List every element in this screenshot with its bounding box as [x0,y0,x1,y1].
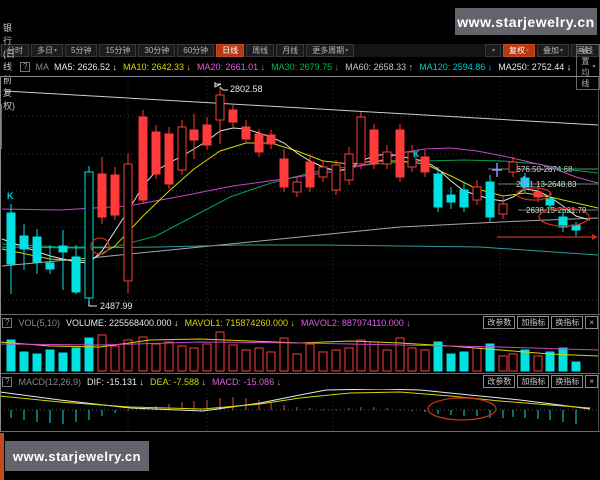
toolbar-button-label: 60分钟 [183,46,209,55]
period-toolbar-left: 分时 多日 ▾ 5分钟 15分钟 30分钟 60分钟 日线 周线 月线 更多周期 ▾ [0,44,355,57]
vol-item-0: VOLUME: 225568400.000 ↓ [65,317,179,328]
toolbar-button-l-8[interactable]: 月线 [276,44,305,57]
watermark-bottom: www.starjewelry.cn [5,441,149,471]
svg-text:2638.15-2621.79: 2638.15-2621.79 [526,206,587,215]
ma-item-3: MA30: 2679.75 ↓ [271,61,340,72]
ma-values: MA5: 2626.52 ↓ MA10: 2642.33 ↓ MA20: 2661.… [54,62,571,72]
svg-text:2651.13-2648.83: 2651.13-2648.83 [516,180,577,189]
svg-text:2487.99: 2487.99 [100,301,133,311]
vol-button-2[interactable]: 换指标 [551,316,584,329]
help-icon[interactable]: ? [2,317,13,328]
toolbar-button-l-1[interactable]: 多日 ▾ [31,44,64,57]
period-toolbar: 分时 多日 ▾ 5分钟 15分钟 30分钟 60分钟 日线 周线 月线 更多周期 ▾ ▾ 复权 ▾ 叠加 ▾ 画… [0,44,600,57]
chart-title: 银行 (日线 前复权) [3,23,15,111]
ma-item-0: MA5: 2626.52 ↓ [53,61,117,72]
macd-indicator-name: MACD(12,26,9) [18,376,81,387]
toolbar-button-l-0[interactable]: 分时 [1,44,29,57]
toolbar-button-l-6[interactable]: 日线 [216,44,245,57]
volume-pane[interactable] [0,330,600,372]
toolbar-button-label: 复权 [508,46,525,55]
chevron-down-icon: ▾ [559,48,563,54]
vol-item-1: MAVOL1: 715874260.000 ↓ [184,317,295,328]
vol-item-2: MAVOL2: 887974110.000 ↓ [300,317,411,328]
macd-button-1[interactable]: 加指标 [517,375,550,388]
vol-indicator-name: VOL(5,10) [18,317,60,328]
ma-item-2: MA20: 2661.01 ↓ [197,61,266,72]
ma-item-1: MA10: 2642.33 ↓ [123,61,192,72]
toolbar-button-label: 15分钟 [105,46,131,55]
chevron-down-icon: ▾ [345,48,349,54]
toolbar-button-label: 月线 [282,46,299,55]
help-icon[interactable]: ? [20,61,31,72]
macd-values: DIF: -15.131 ↓ DEA: -7.588 ↓ MACD: -15.086… [87,377,281,387]
toolbar-button-label: 30分钟 [144,46,170,55]
watermark-top-text: www.starjewelry.cn [457,13,595,30]
toolbar-button-l-2[interactable]: 5分钟 [65,44,98,57]
toolbar-button-r-3[interactable]: 画线 [571,44,599,57]
vol-button-1[interactable]: 加指标 [517,316,550,329]
footer-accent-strip [0,433,4,480]
ma-prefix: MA [35,61,49,72]
main-chart-pane[interactable]: 2676.50-2674.68 2651.13-2648.83 2638.15-26… [0,76,600,315]
period-toolbar-right: ▾ 复权 ▾ 叠加 ▾ 画线 [484,44,600,57]
toolbar-button-label: 画线 [577,46,593,55]
chevron-down-icon: ▾ [54,48,58,54]
vol-button-3[interactable]: × [585,316,598,329]
svg-text:K: K [7,191,14,201]
macd-pane[interactable] [0,389,600,432]
svg-text:2676.50-2674.68: 2676.50-2674.68 [512,165,573,174]
chevron-down-icon: ▾ [592,64,596,70]
toolbar-button-l-9[interactable]: 更多周期 ▾ [306,44,355,57]
ma-item-4: MA60: 2658.33 ↑ [345,61,414,72]
macd-button-0[interactable]: 改参数 [483,375,516,388]
ma-item-6: MA250: 2752.44 ↓ [498,61,572,72]
toolbar-button-label: 叠加 [542,46,559,55]
vol-values: VOLUME: 225568400.000 ↓ MAVOL1: 715874260… [66,318,411,328]
ma-settings-label: 设置均线 [581,45,590,88]
toolbar-button-l-3[interactable]: 15分钟 [99,44,137,57]
macd-header: ? MACD(12,26,9) DIF: -15.131 ↓ DEA: -7.58… [0,373,600,389]
toolbar-button-l-5[interactable]: 60分钟 [177,44,215,57]
watermark-top: www.starjewelry.cn [455,8,597,35]
pane-right-border [598,76,599,432]
toolbar-button-r-0[interactable]: ▾ [484,44,501,57]
macd-item-1: DEA: -7.588 ↓ [150,376,207,387]
vol-header: ? VOL(5,10) VOLUME: 225568400.000 ↓ MAVOL… [0,314,600,330]
pane-left-border [0,76,1,432]
toolbar-button-label: 5分钟 [71,46,92,55]
toolbar-button-label: 日线 [222,46,239,55]
toolbar-button-r-1[interactable]: 复权 ▾ [502,44,535,57]
svg-text:2802.58: 2802.58 [230,84,263,94]
macd-item-0: DIF: -15.131 ↓ [86,376,145,387]
chevron-down-icon: ▾ [525,48,529,54]
toolbar-button-label: 分时 [7,46,23,55]
macd-chart-svg[interactable] [0,389,600,431]
ma-item-5: MA120: 2594.86 ↓ [419,61,493,72]
toolbar-button-label: 周线 [252,46,269,55]
ma-info-bar: 银行 (日线 前复权) ? MA MA5: 2626.52 ↓ MA10: 264… [0,23,600,111]
volume-chart-svg[interactable] [0,330,600,372]
toolbar-button-r-2[interactable]: 叠加 ▾ [536,44,569,57]
main-chart-svg[interactable]: 2676.50-2674.68 2651.13-2648.83 2638.15-26… [0,77,600,315]
watermark-bottom-text: www.starjewelry.cn [12,448,142,464]
macd-button-2[interactable]: 换指标 [551,375,584,388]
vol-panel-buttons: 改参数 加指标 换指标 × [483,316,598,329]
toolbar-button-l-4[interactable]: 30分钟 [138,44,176,57]
toolbar-button-l-7[interactable]: 周线 [246,44,275,57]
toolbar-button-label: 多日 [37,46,53,55]
toolbar-button-label: 更多周期 [312,46,345,55]
macd-panel-buttons: 改参数 加指标 换指标 × [483,375,598,388]
chevron-down-icon: ▾ [491,48,495,54]
macd-item-2: MACD: -15.086 ↓ [212,376,282,387]
vol-button-0[interactable]: 改参数 [483,316,516,329]
help-icon[interactable]: ? [2,376,13,387]
svg-text:K: K [413,149,420,159]
macd-button-3[interactable]: × [585,375,598,388]
